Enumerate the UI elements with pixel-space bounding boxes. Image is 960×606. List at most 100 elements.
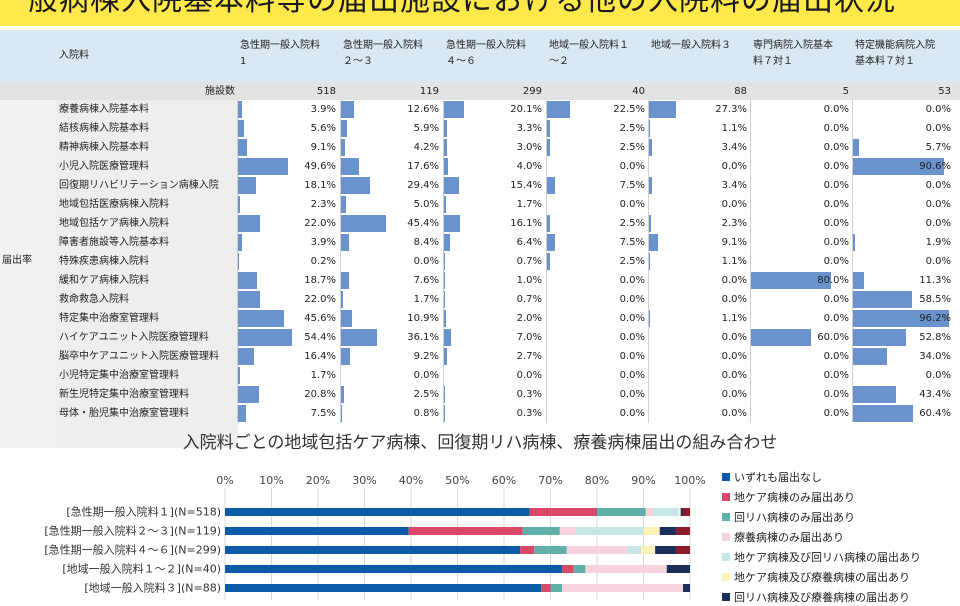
- column-header: 急性期一般入院料: [446, 38, 526, 54]
- rate-value: 3.9%: [238, 233, 336, 252]
- row-label: 地域包括ケア病棟入院料: [59, 214, 169, 233]
- legend-swatch: [722, 553, 730, 561]
- rate-value: 3.0%: [444, 138, 542, 157]
- rate-value: 0.7%: [444, 290, 542, 309]
- rate-value: 43.4%: [853, 385, 951, 404]
- stacked-bar-segment: [562, 584, 683, 592]
- legend-item: 地ケア病棟及び回リハ病棟の届出あり: [722, 550, 921, 566]
- row-label: 障害者施設等入院基本料: [59, 233, 169, 252]
- rate-value: 96.2%: [853, 309, 951, 328]
- x-tick-label: 70%: [538, 474, 562, 487]
- rate-value: 0.0%: [751, 214, 849, 233]
- rate-value: 0.0%: [547, 157, 645, 176]
- x-tick-label: 60%: [492, 474, 516, 487]
- stacked-bar-segment: [541, 584, 550, 592]
- rate-value: 0.0%: [649, 290, 747, 309]
- rate-value: 1.7%: [341, 290, 439, 309]
- rate-value: 52.8%: [853, 328, 951, 347]
- row-label: 地域包括医療病棟入院料: [59, 195, 169, 214]
- rate-value: 16.4%: [238, 347, 336, 366]
- rate-value: 45.4%: [341, 214, 439, 233]
- rate-value: 22.0%: [238, 214, 336, 233]
- legend-swatch: [722, 573, 730, 581]
- stacked-bar-segment: [585, 565, 666, 573]
- table-side-band: [0, 100, 56, 448]
- rate-value: 0.0%: [751, 385, 849, 404]
- stacked-bar-segment: [678, 508, 680, 516]
- rate-value: 3.9%: [238, 100, 336, 119]
- rate-value: 5.9%: [341, 119, 439, 138]
- legend-label: 地ケア病棟及び療養病棟の届出あり: [734, 571, 910, 584]
- rate-value: 58.5%: [853, 290, 951, 309]
- column-header: 地域一般入院料３: [651, 38, 731, 54]
- row-label: 母体・胎児集中治療室管理料: [59, 404, 189, 423]
- rate-value: 4.2%: [341, 138, 439, 157]
- rate-value: 60.4%: [853, 404, 951, 423]
- title-banner: 般病棟入院基本料等の届出施設における他の入院料の届出状況: [0, 0, 960, 26]
- legend-swatch: [722, 493, 730, 501]
- legend-swatch: [722, 513, 730, 521]
- rate-value: 0.0%: [853, 195, 951, 214]
- stacked-bar-segment: [520, 546, 534, 554]
- x-tick-label: 40%: [399, 474, 423, 487]
- rate-value: 5.6%: [238, 119, 336, 138]
- row-label: 結核病棟入院基本料: [59, 119, 149, 138]
- rate-value: 6.4%: [444, 233, 542, 252]
- rate-value: 0.0%: [341, 366, 439, 385]
- rate-value: 0.0%: [547, 309, 645, 328]
- stacked-bar-segment: [641, 546, 655, 554]
- rate-value: 2.3%: [238, 195, 336, 214]
- x-tick-label: 20%: [306, 474, 330, 487]
- rate-value: 1.7%: [444, 195, 542, 214]
- rate-value: 2.3%: [649, 214, 747, 233]
- rate-value: 2.5%: [341, 385, 439, 404]
- facility-count: 299: [444, 86, 542, 98]
- column-header-line2: ～２: [549, 54, 569, 70]
- stacked-bar-segment: [225, 565, 562, 573]
- rate-value: 0.0%: [649, 271, 747, 290]
- row-label: 緩和ケア病棟入院料: [59, 271, 149, 290]
- x-tick-label: 0%: [216, 474, 233, 487]
- rate-value: 0.8%: [341, 404, 439, 423]
- rate-value: 3.4%: [649, 176, 747, 195]
- rate-value: 3.3%: [444, 119, 542, 138]
- rate-value: 7.5%: [547, 233, 645, 252]
- rate-value: 0.0%: [853, 252, 951, 271]
- legend-label: 回リハ病棟のみ届出あり: [734, 511, 855, 524]
- x-tick-label: 80%: [585, 474, 609, 487]
- corner-label: 入院料: [59, 48, 89, 64]
- rate-value: 11.3%: [853, 271, 951, 290]
- stacked-bar-segment: [683, 508, 690, 516]
- rate-value: 0.0%: [547, 195, 645, 214]
- legend-label: いずれも届出なし: [734, 471, 822, 484]
- rate-value: 7.5%: [547, 176, 645, 195]
- x-tick-label: 100%: [674, 474, 705, 487]
- category-label: [急性期一般入院料４～６](N=299): [44, 543, 221, 557]
- row-label: 特殊疾患病棟入院料: [59, 252, 149, 271]
- stacked-bar-segment: [530, 508, 597, 516]
- rate-value: 2.0%: [444, 309, 542, 328]
- rate-value: 0.0%: [751, 347, 849, 366]
- rate-value: 0.3%: [444, 404, 542, 423]
- rate-value: 0.7%: [444, 252, 542, 271]
- rate-value: 15.4%: [444, 176, 542, 195]
- rate-value: 0.0%: [751, 195, 849, 214]
- stacked-bar-segment: [676, 546, 690, 554]
- rate-value: 36.1%: [341, 328, 439, 347]
- stacked-bar-segment: [567, 546, 627, 554]
- rate-value: 3.4%: [649, 138, 747, 157]
- column-header-line2: ４～６: [446, 54, 476, 70]
- column-header-line2: 基本料７対１: [855, 54, 915, 70]
- rate-value: 7.5%: [238, 404, 336, 423]
- rate-value: 0.0%: [341, 252, 439, 271]
- rate-value: 0.0%: [751, 157, 849, 176]
- rate-value: 1.0%: [444, 271, 542, 290]
- row-label: 回復期リハビリテーション病棟入院: [59, 176, 219, 195]
- rate-value: 0.0%: [751, 233, 849, 252]
- rate-value: 22.0%: [238, 290, 336, 309]
- rate-value: 54.4%: [238, 328, 336, 347]
- row-label: 小児特定集中治療室管理料: [59, 366, 179, 385]
- rate-value: 2.5%: [547, 252, 645, 271]
- rate-value: 8.4%: [341, 233, 439, 252]
- rate-value: 4.0%: [444, 157, 542, 176]
